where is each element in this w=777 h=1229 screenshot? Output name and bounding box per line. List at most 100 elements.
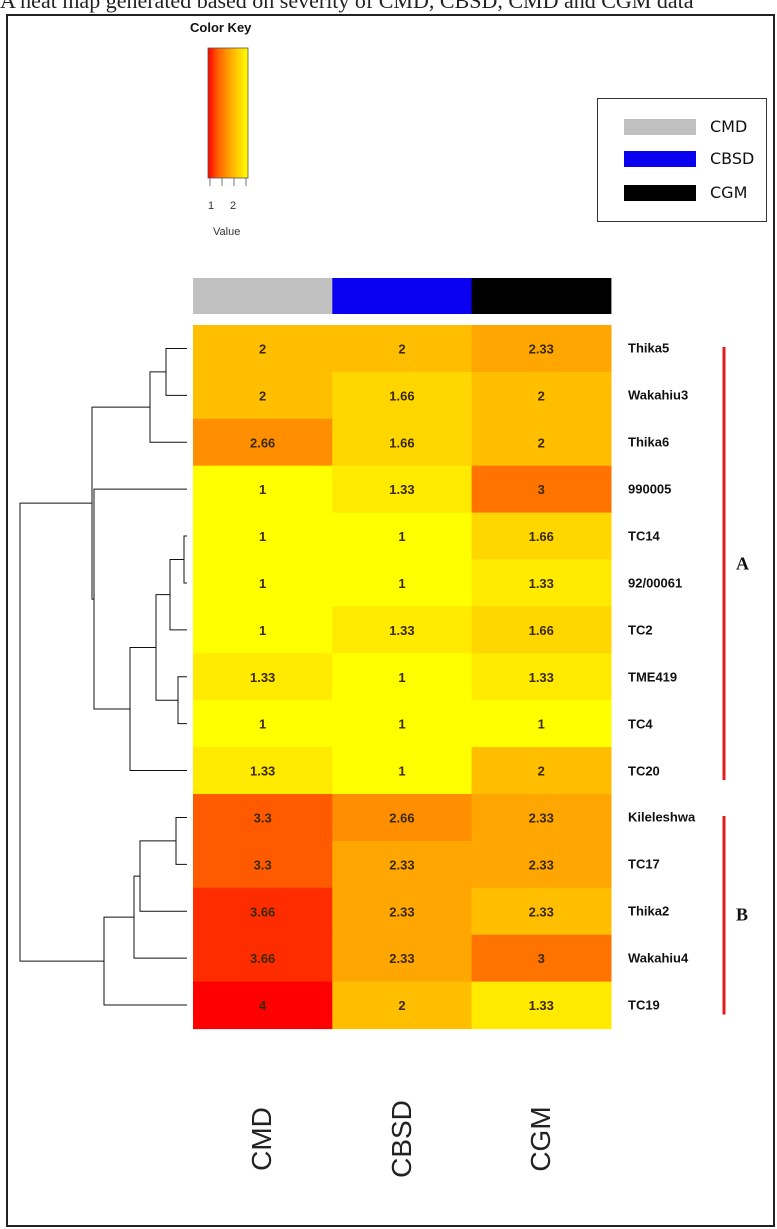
heatmap-cell-7-1 [332,653,473,701]
cell-value-5-1: 1 [398,576,405,591]
cell-value-13-0: 3.66 [250,951,275,966]
heatmap-cell-1-0 [193,371,333,420]
row-label: 990005 [628,481,672,497]
legend-swatch-cgm [624,185,696,201]
figure-caption: A heat map generated based on severity o… [0,0,694,13]
legend-item-cgm: CGM [624,183,764,203]
cell-value-7-2: 1.33 [529,670,554,685]
cell-value-13-1: 2.33 [389,951,414,966]
cell-value-14-2: 1.33 [529,998,554,1013]
heatmap-cell-12-1 [332,887,473,936]
column-label-cmd: CMD [232,1064,292,1214]
cell-value-9-2: 2 [538,764,545,779]
row-label: TC17 [628,856,660,872]
color-key-title: Color Key [190,20,252,35]
row-label: Thika5 [628,340,670,356]
heatmap-cell-8-1 [332,700,473,748]
heatmap-cell-12-0 [193,887,333,936]
cell-value-5-0: 1 [259,576,266,591]
heatmap-cell-2-1 [332,418,473,467]
heatmap-cell-0-1 [332,325,473,373]
heatmap-cell-13-1 [332,934,473,983]
legend-label-cmd: CMD [710,117,748,136]
heatmap-cell-1-1 [332,371,473,420]
column-color-bar-cmd [193,278,333,314]
cell-value-13-2: 3 [538,951,545,966]
heatmap-cell-11-2 [471,840,612,889]
cell-value-11-2: 2.33 [529,857,554,872]
column-color-bar-cgm [471,278,612,314]
cell-value-6-2: 1.66 [529,623,554,638]
cell-value-6-1: 1.33 [389,623,414,638]
column-label-cgm-text: CGM [525,1106,556,1172]
cell-value-0-0: 2 [259,341,266,356]
cell-value-2-1: 1.66 [389,435,414,450]
heatmap-cell-2-2 [471,418,612,467]
legend-swatch-cmd [624,119,696,135]
cell-value-9-0: 1.33 [250,764,275,779]
color-key-tick-1: 1 [208,200,215,212]
row-label: TC20 [628,763,660,779]
cell-value-4-0: 1 [259,529,266,544]
column-label-cmd-text: CMD [246,1107,277,1171]
heatmap-cell-7-2 [471,653,612,701]
cell-value-10-0: 3.3 [254,810,272,825]
legend-label-cgm: CGM [710,183,748,202]
heatmap-cell-5-2 [471,559,612,607]
cell-value-12-1: 2.33 [389,904,414,919]
heatmap-cell-7-0 [193,653,333,701]
cell-value-4-1: 1 [398,529,405,544]
row-label: TC14 [628,528,660,544]
dendrogram-branch-n13 [103,916,187,1006]
dendrogram-branch-n2 [149,371,187,443]
heatmap-cell-6-1 [332,606,473,654]
row-label: Thika6 [628,434,670,450]
cell-value-7-0: 1.33 [250,670,275,685]
legend-item-cmd: CMD [624,117,764,137]
cell-value-0-2: 2.33 [529,341,554,356]
row-label: TC2 [628,622,653,638]
cell-value-1-1: 1.66 [389,388,414,403]
row-label: TC4 [628,716,653,732]
dendrogram-branch-n6 [155,594,178,701]
dendrogram-branch-n12 [133,875,187,959]
cell-value-4-2: 1.66 [529,529,554,544]
cell-value-11-0: 3.3 [254,857,272,872]
heatmap-cell-14-2 [471,981,612,1030]
cell-value-9-1: 1 [398,764,405,779]
cell-value-6-0: 1 [259,623,266,638]
heatmap-cell-9-1 [332,747,473,795]
column-color-bar-cbsd [332,278,473,314]
color-key-tick-2: 2 [230,200,237,212]
heatmap-cell-4-1 [332,512,473,561]
cell-value-7-1: 1 [398,670,405,685]
cell-value-14-1: 2 [398,998,405,1013]
heatmap-cell-1-2 [471,371,612,420]
cell-value-8-2: 1 [538,717,545,732]
cell-value-8-1: 1 [398,717,405,732]
cell-value-2-2: 2 [538,435,545,450]
row-label: TME419 [628,669,678,685]
cell-value-10-2: 2.33 [529,810,554,825]
heatmap-cell-5-0 [193,559,333,607]
column-label-cbsd: CBSD [372,1064,432,1214]
legend-swatch-cbsd [624,151,696,167]
row-label: Thika2 [628,903,670,919]
heatmap-cell-10-2 [471,794,612,842]
cell-value-5-2: 1.33 [529,576,554,591]
group-label-a: A [736,553,749,573]
heatmap-cell-13-2 [471,934,612,983]
row-label: Wakahiu4 [628,950,689,966]
heatmap-cell-8-2 [471,700,612,748]
legend-item-cbsd: CBSD [624,149,764,169]
heatmap-cell-2-0 [193,418,333,467]
cell-value-1-0: 2 [259,388,266,403]
heatmap-cell-3-1 [332,465,473,514]
row-label: 92/00061 [628,575,683,591]
heatmap-cell-3-2 [471,465,612,514]
heatmap-cell-6-2 [471,606,612,654]
heatmap-cell-11-0 [193,840,333,889]
heatmap-cell-14-1 [332,981,473,1030]
heatmap-cell-13-0 [193,934,333,983]
